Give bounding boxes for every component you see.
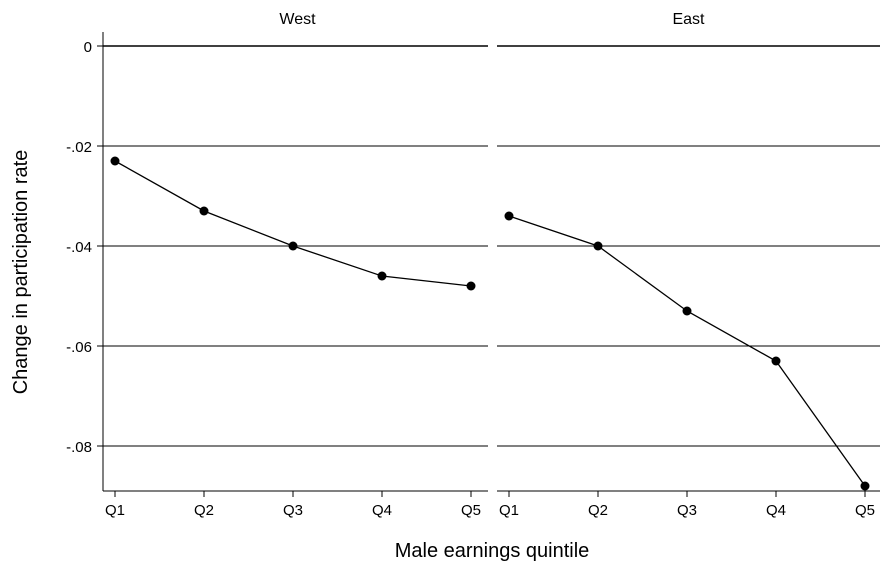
panel-title: East (672, 11, 705, 28)
data-point (466, 281, 476, 291)
x-tick-label: Q4 (766, 502, 786, 519)
x-tick-label: Q5 (461, 502, 481, 519)
x-tick-label: Q3 (283, 502, 303, 519)
y-tick-label: -.02 (66, 139, 92, 156)
y-tick-label: -.08 (66, 439, 92, 456)
x-tick-label: Q1 (105, 502, 125, 519)
x-axis-label: Male earnings quintile (395, 540, 590, 562)
x-tick-label: Q2 (194, 502, 214, 519)
y-tick-label: -.06 (66, 339, 92, 356)
y-tick-label: -.04 (66, 239, 92, 256)
data-point (771, 356, 781, 366)
series-line-west (114, 160, 472, 287)
x-tick-label: Q1 (499, 502, 519, 519)
x-tick-label: Q4 (372, 502, 392, 519)
data-point (593, 241, 603, 251)
y-axis-label: Change in participation rate (10, 150, 32, 395)
data-point (682, 306, 692, 316)
x-tick-label: Q3 (677, 502, 697, 519)
x-tick-label: Q2 (588, 502, 608, 519)
data-point (288, 241, 298, 251)
data-point (377, 271, 387, 281)
panel-title: West (279, 11, 316, 28)
data-point (110, 156, 120, 166)
y-tick-label: 0 (84, 39, 92, 56)
x-tick-label: Q5 (855, 502, 875, 519)
data-point (199, 206, 209, 216)
data-point (860, 481, 870, 491)
data-point (504, 211, 514, 221)
